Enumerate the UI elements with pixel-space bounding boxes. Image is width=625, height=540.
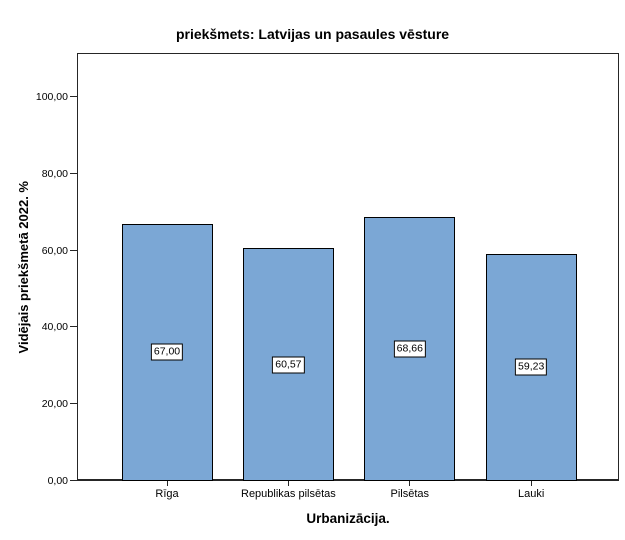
x-axis-title: Urbanizācija. bbox=[306, 511, 390, 526]
y-tick-label: 80,00 bbox=[41, 167, 68, 180]
y-tick bbox=[70, 326, 77, 328]
bar-value-label: 60,57 bbox=[272, 356, 305, 374]
y-tick bbox=[70, 96, 77, 98]
y-tick bbox=[70, 249, 77, 251]
y-tick-label: 20,00 bbox=[41, 398, 68, 411]
x-category-label: Pilsētas bbox=[390, 488, 430, 500]
bar-value-label: 59,23 bbox=[515, 358, 548, 376]
x-tick bbox=[287, 481, 289, 486]
y-tick-label: 100,00 bbox=[35, 91, 68, 104]
y-axis-title-wrap: Vidējais priekšmetā 2022. % bbox=[10, 53, 36, 481]
y-tick-label: 0,00 bbox=[47, 475, 68, 487]
y-tick bbox=[70, 480, 77, 481]
bar-value-label: 67,00 bbox=[150, 343, 184, 361]
bar-value-label: 68,66 bbox=[393, 340, 426, 358]
x-tick bbox=[166, 481, 168, 486]
y-tick bbox=[70, 172, 77, 174]
x-category-label: Lauki bbox=[518, 488, 545, 500]
y-tick-label: 60,00 bbox=[41, 244, 68, 257]
x-tick bbox=[409, 481, 411, 486]
chart-title: priekšmets: Latvijas un pasaules vēsture bbox=[175, 26, 450, 42]
y-tick bbox=[70, 403, 77, 405]
y-tick-label: 40,00 bbox=[41, 321, 68, 334]
x-category-label: Rīga bbox=[155, 488, 179, 500]
x-category-label: Republikas pilsētas bbox=[241, 488, 336, 500]
x-tick bbox=[530, 481, 532, 486]
